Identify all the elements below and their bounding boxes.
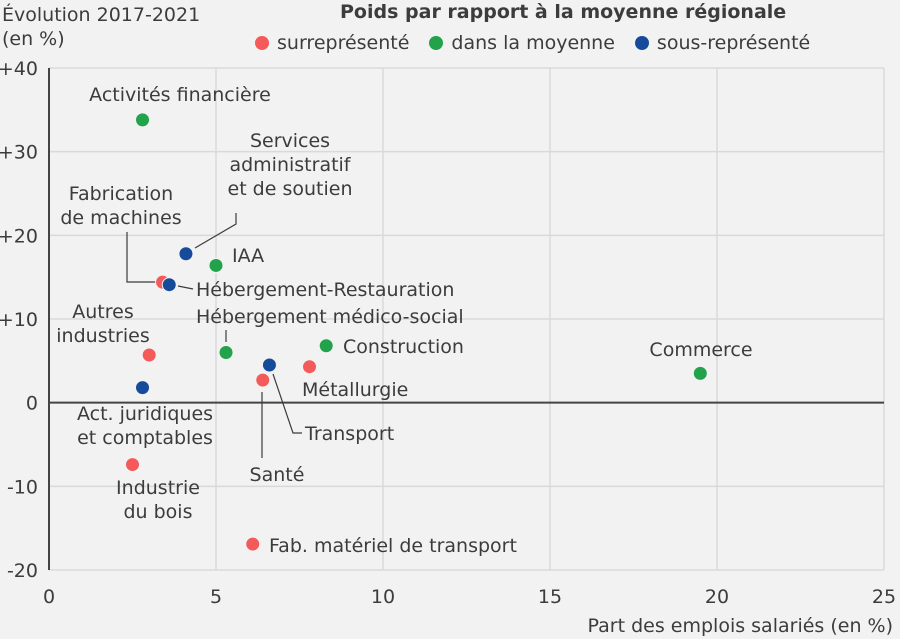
y-tick-label: -20: [7, 560, 38, 582]
data-point: [261, 357, 277, 373]
point-label-line: Métallurgie: [302, 379, 408, 401]
legend-label: dans la moyenne: [451, 32, 615, 54]
point-label-line: Fab. matériel de transport: [269, 535, 517, 557]
point-label: Act. juridiques et comptables: [77, 403, 213, 449]
legend-item-surrepresente: surreprésenté: [255, 32, 409, 54]
legend-label: sous-représenté: [656, 32, 811, 54]
point-label: Autres industries: [56, 301, 149, 347]
data-point: [178, 246, 194, 262]
y-tick-label: +10: [0, 309, 38, 331]
data-point: [692, 365, 708, 381]
y-tick-label: +20: [0, 225, 38, 247]
leader-lines: [126, 213, 302, 458]
point-label: Transport: [304, 423, 394, 445]
y-tick-label: -10: [7, 476, 38, 498]
legend: surreprésenté dans la moyenne sous-repré…: [255, 32, 810, 54]
point-label-line: de machines: [60, 207, 181, 229]
data-point: [208, 257, 224, 273]
point-label: Hébergement-Restauration: [196, 279, 454, 301]
legend-dot-icon: [255, 36, 269, 50]
y-tick-label: +40: [0, 58, 38, 80]
data-point: [161, 277, 177, 293]
data-point: [218, 344, 234, 360]
point-label: IAA: [232, 245, 264, 267]
axes: [48, 68, 884, 570]
point-label-line: IAA: [232, 245, 264, 267]
leader-line: [194, 213, 237, 249]
legend-title: Poids par rapport à la moyenne régionale: [340, 1, 787, 23]
x-tick-label: 20: [705, 586, 729, 608]
data-point: [245, 536, 261, 552]
point-label: Industrie du bois: [116, 477, 200, 523]
x-tick-label: 25: [872, 586, 896, 608]
point-label-line: Hébergement-Restauration: [196, 279, 454, 301]
point-label-line: et de soutien: [228, 178, 353, 200]
grid: [49, 67, 885, 571]
legend-dot-icon: [634, 36, 649, 50]
point-label-line: administratif: [229, 154, 351, 176]
point-label: Fab. matériel de transport: [269, 535, 517, 557]
point-label: Activités financière: [89, 84, 271, 106]
x-tick-label: 15: [538, 586, 562, 608]
point-label-line: Services: [250, 130, 330, 152]
point-label: Fabrication de machines: [60, 183, 181, 229]
legend-item-sous-represente: sous-représenté: [634, 32, 811, 54]
point-label-line: Industrie: [116, 477, 200, 499]
point-label-line: Autres: [72, 301, 133, 323]
point-label-line: Construction: [343, 336, 464, 358]
point-label-line: Act. juridiques: [77, 403, 213, 425]
point-label: Construction: [343, 336, 464, 358]
y-tick-label: +30: [0, 142, 38, 164]
point-label-line: Activités financière: [89, 84, 271, 106]
y-axis-title-line1: Évolution 2017-2021: [2, 4, 201, 26]
leader-line: [126, 232, 156, 283]
point-label: Métallurgie: [302, 379, 408, 401]
tick-labels: 0 5 10 15 20 25 +40 +30 +20 +10 0 -10 -20: [0, 58, 896, 608]
point-label-line: Hébergement médico-social: [196, 306, 464, 328]
point-label: Services administratif et de soutien: [228, 130, 353, 200]
point-label: Hébergement médico-social: [196, 306, 464, 328]
x-tick-label: 0: [43, 586, 55, 608]
leader-line: [272, 373, 302, 434]
point-label-line: Commerce: [649, 339, 752, 361]
point-label-line: et comptables: [77, 427, 213, 449]
x-tick-label: 5: [210, 586, 222, 608]
legend-label: surreprésenté: [277, 32, 410, 54]
y-tick-label: 0: [26, 393, 38, 415]
y-axis-title-unit: (en %): [2, 28, 65, 50]
data-point: [318, 338, 334, 354]
point-label-line: Fabrication: [69, 183, 173, 205]
x-tick-label: 10: [371, 586, 395, 608]
y-axis-title: Évolution 2017-2021 (en %): [2, 3, 200, 51]
data-point: [125, 457, 140, 473]
leader-line: [177, 285, 194, 290]
point-label-line: industries: [56, 325, 149, 347]
data-point: [135, 112, 151, 128]
point-label-line: Santé: [250, 464, 305, 486]
point-label: Commerce: [649, 339, 752, 361]
data-point: [135, 380, 151, 396]
point-label-line: Transport: [304, 423, 394, 445]
legend-item-moyenne: dans la moyenne: [429, 32, 615, 54]
data-point: [255, 372, 271, 388]
data-point: [302, 359, 318, 375]
point-label: Santé: [250, 464, 305, 486]
x-axis-title: Part des emplois salariés (en %): [588, 615, 893, 637]
legend-dot-icon: [429, 36, 444, 50]
data-points: [125, 112, 708, 552]
point-label-line: du bois: [123, 501, 192, 523]
point-labels: Activités financière Services administrati…: [56, 84, 752, 557]
data-point: [141, 347, 157, 363]
